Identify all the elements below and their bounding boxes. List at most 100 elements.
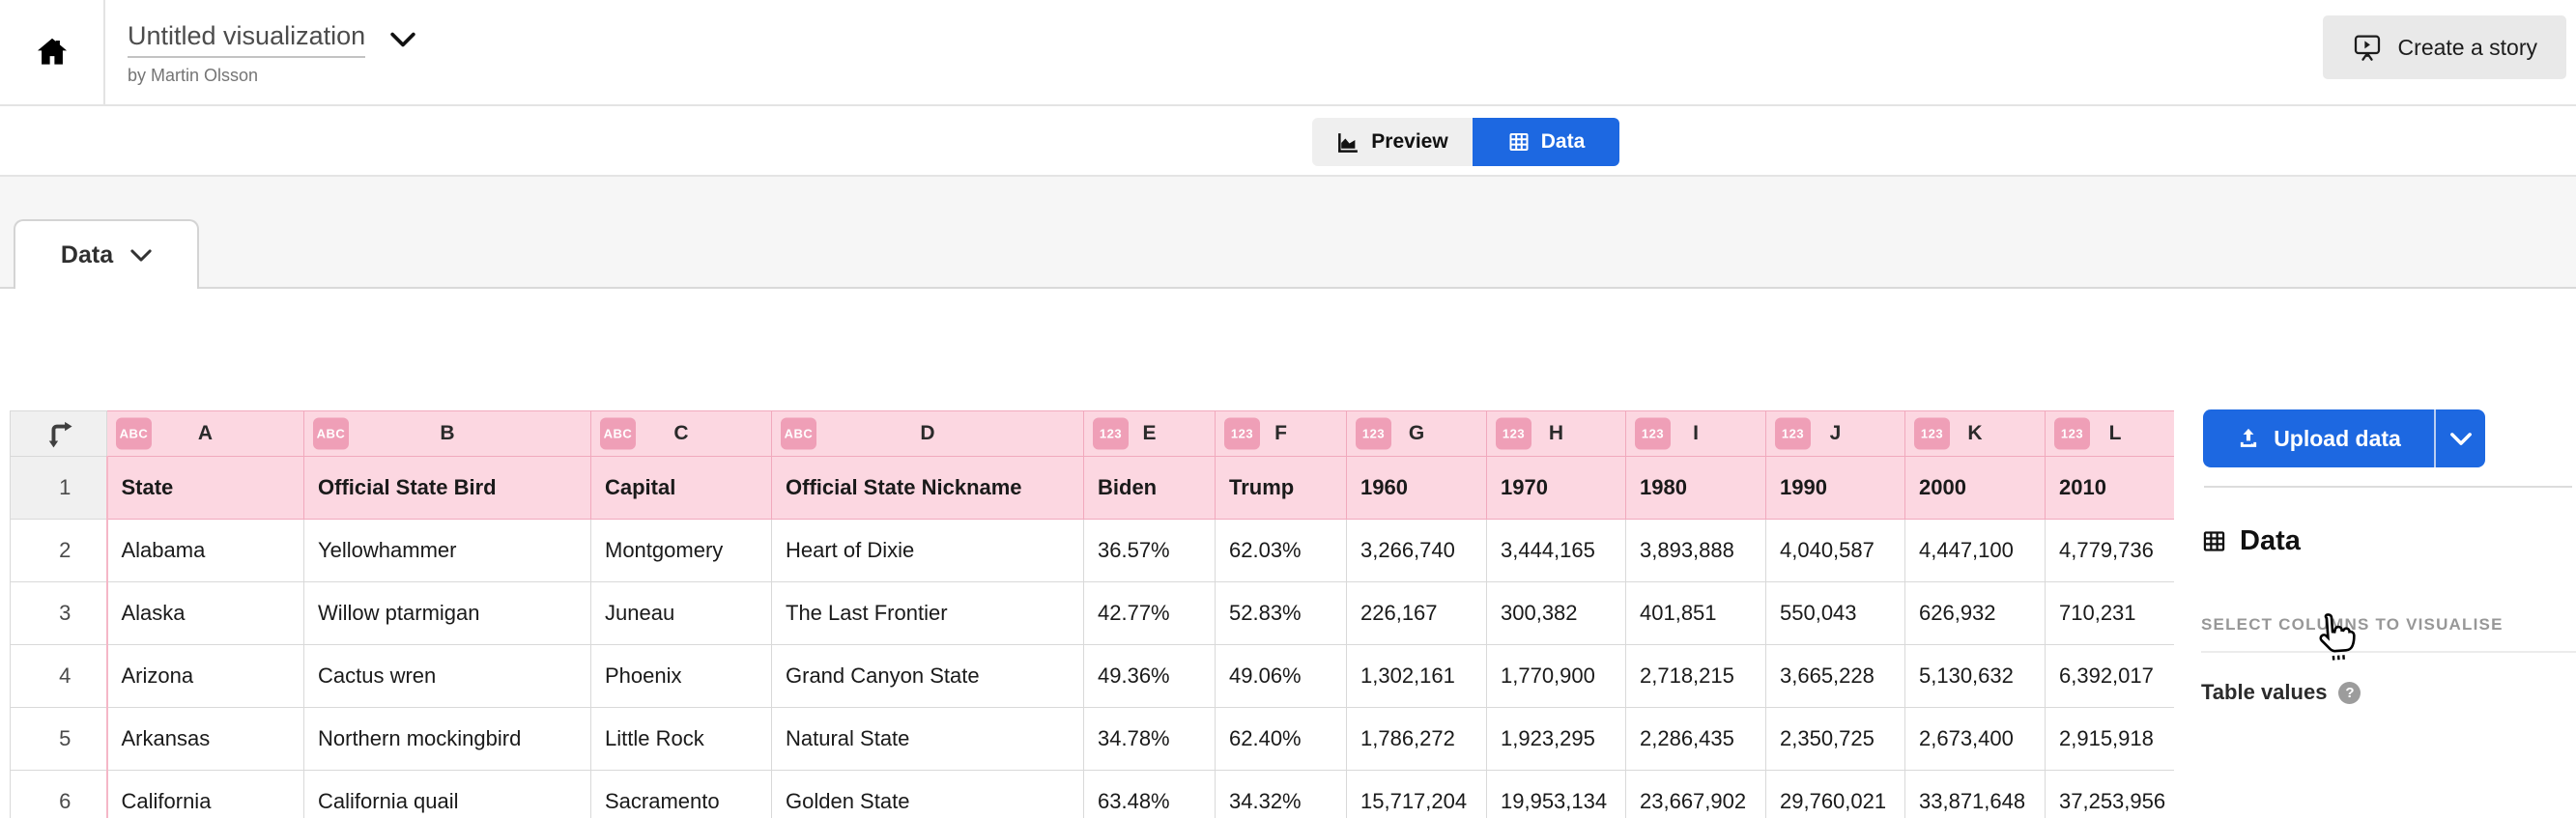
cell[interactable]: 52.83% [1215,581,1347,645]
visualization-title[interactable]: Untitled visualization [128,21,366,58]
cell[interactable]: 4,447,100 [1904,519,2046,582]
row-number[interactable]: 6 [10,770,107,818]
cell[interactable]: State [105,456,304,520]
cell[interactable]: 401,851 [1625,581,1766,645]
cell[interactable]: 1,770,900 [1486,644,1626,708]
cell[interactable]: 3,444,165 [1486,519,1626,582]
cell[interactable]: 300,382 [1486,581,1626,645]
cell[interactable]: 49.36% [1083,644,1216,708]
cell[interactable]: California quail [303,770,591,818]
cell[interactable]: 2,673,400 [1904,707,2046,771]
cell[interactable]: 1960 [1346,456,1487,520]
help-icon[interactable]: ? [2338,681,2361,704]
cell[interactable]: 3,893,888 [1625,519,1766,582]
cell[interactable]: Biden [1083,456,1216,520]
abc-type-badge[interactable]: ABC [116,417,152,450]
abc-type-badge[interactable]: ABC [781,417,816,450]
cell[interactable]: Cactus wren [303,644,591,708]
select-all-cell[interactable] [10,410,107,457]
row-number[interactable]: 2 [10,519,107,582]
column-header-A[interactable]: ABC A [106,410,304,457]
tab-preview[interactable]: Preview [1312,118,1473,166]
cell[interactable]: Golden State [771,770,1084,818]
cell[interactable]: Official State Nickname [771,456,1084,520]
row-number[interactable]: 3 [10,581,107,645]
cell[interactable]: 6,392,017 [2045,644,2174,708]
cell[interactable]: 15,717,204 [1346,770,1487,818]
cell[interactable]: 2,286,435 [1625,707,1766,771]
row-number[interactable]: 1 [10,456,107,520]
home-button[interactable] [0,0,105,104]
tab-data[interactable]: Data [1473,118,1619,166]
cell[interactable]: Little Rock [590,707,772,771]
cell[interactable]: 2,350,725 [1765,707,1905,771]
cell[interactable]: 33,871,648 [1904,770,2046,818]
cell[interactable]: 62.40% [1215,707,1347,771]
cell[interactable]: Phoenix [590,644,772,708]
cell[interactable]: Capital [590,456,772,520]
cell[interactable]: Arizona [105,644,304,708]
row-number[interactable]: 5 [10,707,107,771]
cell[interactable]: 626,932 [1904,581,2046,645]
cell[interactable]: The Last Frontier [771,581,1084,645]
cell[interactable]: 2000 [1904,456,2046,520]
cell[interactable]: 550,043 [1765,581,1905,645]
cell[interactable]: 23,667,902 [1625,770,1766,818]
column-header-E[interactable]: 123 E [1083,410,1216,457]
cell[interactable]: 5,130,632 [1904,644,2046,708]
cell[interactable]: 1,302,161 [1346,644,1487,708]
cell[interactable]: 36.57% [1083,519,1216,582]
cell[interactable]: Montgomery [590,519,772,582]
cell[interactable]: 3,266,740 [1346,519,1487,582]
cell[interactable]: 49.06% [1215,644,1347,708]
cell[interactable]: Sacramento [590,770,772,818]
cell[interactable]: Natural State [771,707,1084,771]
cell[interactable]: 42.77% [1083,581,1216,645]
cell[interactable]: Yellowhammer [303,519,591,582]
abc-type-badge[interactable]: ABC [600,417,636,450]
cell[interactable]: Juneau [590,581,772,645]
column-header-K[interactable]: 123 K [1904,410,2046,457]
cell[interactable]: Willow ptarmigan [303,581,591,645]
cell[interactable]: Northern mockingbird [303,707,591,771]
number-type-badge[interactable]: 123 [1496,417,1531,450]
cell[interactable]: 3,665,228 [1765,644,1905,708]
number-type-badge[interactable]: 123 [1224,417,1260,450]
cell[interactable]: 2,915,918 [2045,707,2174,771]
number-type-badge[interactable]: 123 [1775,417,1811,450]
cell[interactable]: 63.48% [1083,770,1216,818]
cell[interactable]: 62.03% [1215,519,1347,582]
cell[interactable]: 2010 [2045,456,2174,520]
column-header-J[interactable]: 123 J [1765,410,1905,457]
cell[interactable]: Arkansas [105,707,304,771]
cell[interactable]: Trump [1215,456,1347,520]
column-header-D[interactable]: ABC D [771,410,1084,457]
number-type-badge[interactable]: 123 [1914,417,1950,450]
upload-options-button[interactable] [2434,409,2485,467]
cell[interactable]: Grand Canyon State [771,644,1084,708]
cell[interactable]: Heart of Dixie [771,519,1084,582]
cell[interactable]: 34.32% [1215,770,1347,818]
cell[interactable]: Alabama [105,519,304,582]
upload-data-button[interactable]: Upload data [2203,409,2434,467]
column-header-I[interactable]: 123 I [1625,410,1766,457]
cell[interactable]: 34.78% [1083,707,1216,771]
cell[interactable]: California [105,770,304,818]
abc-type-badge[interactable]: ABC [313,417,349,450]
number-type-badge[interactable]: 123 [1093,417,1129,450]
title-chevron-down-icon[interactable] [390,31,415,48]
cell[interactable]: 1990 [1765,456,1905,520]
cell[interactable]: Official State Bird [303,456,591,520]
column-header-L[interactable]: 123 L [2045,410,2174,457]
column-header-F[interactable]: 123 F [1215,410,1347,457]
number-type-badge[interactable]: 123 [2054,417,2090,450]
column-header-H[interactable]: 123 H [1486,410,1626,457]
row-number[interactable]: 4 [10,644,107,708]
number-type-badge[interactable]: 123 [1356,417,1391,450]
cell[interactable]: 29,760,021 [1765,770,1905,818]
cell[interactable]: 2,718,215 [1625,644,1766,708]
cell[interactable]: 4,040,587 [1765,519,1905,582]
cell[interactable]: 4,779,736 [2045,519,2174,582]
number-type-badge[interactable]: 123 [1635,417,1671,450]
column-header-G[interactable]: 123 G [1346,410,1487,457]
